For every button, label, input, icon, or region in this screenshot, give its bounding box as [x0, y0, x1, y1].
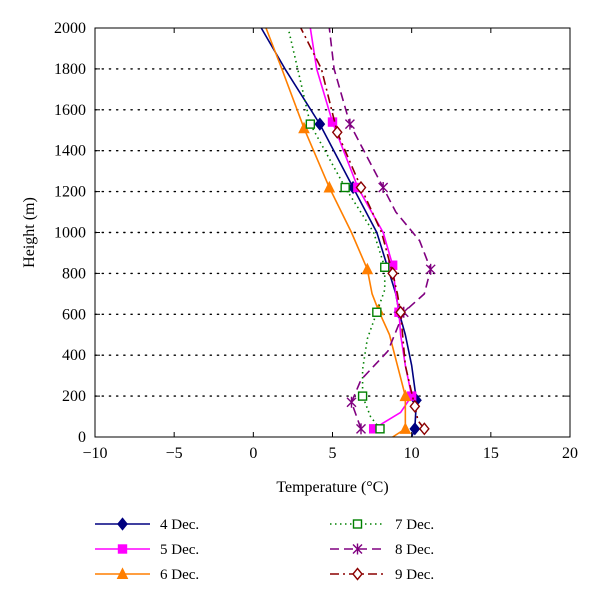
legend-item: 9 Dec. — [330, 567, 434, 583]
y-tick-label: 200 — [62, 388, 86, 405]
legend-item: 6 Dec. — [95, 567, 199, 583]
data-marker — [356, 423, 366, 435]
data-marker — [395, 305, 406, 319]
x-tick-label: 20 — [562, 445, 578, 462]
legend-item: 4 Dec. — [95, 517, 199, 533]
series-line — [260, 27, 418, 438]
data-marker — [314, 117, 326, 131]
legend-label: 9 Dec. — [395, 567, 434, 583]
x-axis-label: Temperature (°C) — [276, 479, 388, 496]
legend-label: 6 Dec. — [160, 567, 199, 583]
x-tick-label: 0 — [249, 445, 257, 462]
data-marker — [387, 266, 399, 281]
data-marker — [117, 517, 128, 531]
data-marker — [399, 422, 412, 434]
x-tick-label: 15 — [483, 445, 499, 462]
data-marker — [399, 389, 412, 402]
legend: 4 Dec. 5 Dec. 6 Dec. 7 Dec. 8 Dec. 9 Dec. — [95, 517, 434, 583]
data-marker — [327, 117, 338, 127]
y-tick-label: 1400 — [54, 143, 86, 160]
data-marker — [409, 422, 421, 436]
legend-label: 5 Dec. — [160, 542, 199, 558]
series-line — [309, 27, 413, 430]
x-tick-label: 5 — [329, 445, 337, 462]
data-marker — [409, 399, 421, 413]
series-8-dec — [328, 27, 436, 435]
data-marker — [357, 391, 368, 401]
x-tick-label: −10 — [82, 445, 107, 462]
y-axis-label: Height (m) — [21, 197, 38, 268]
data-marker — [352, 519, 363, 529]
x-tick-label: 10 — [404, 445, 420, 462]
data-marker — [116, 567, 129, 579]
data-marker — [380, 262, 390, 272]
data-marker — [323, 180, 336, 193]
series-7-dec — [287, 27, 390, 434]
x-tick-label: −5 — [166, 445, 183, 462]
data-marker — [352, 543, 363, 555]
axis-ticks: −10 −5 0 5 10 15 20020040060080010001200140016… — [54, 20, 578, 462]
legend-item: 5 Dec. — [95, 542, 199, 558]
series-9-dec — [300, 27, 430, 436]
y-tick-label: 0 — [78, 429, 86, 446]
y-tick-label: 400 — [62, 347, 86, 364]
y-tick-label: 1800 — [54, 61, 86, 78]
y-tick-label: 600 — [62, 306, 86, 323]
series-6-dec — [265, 27, 412, 438]
data-marker — [305, 119, 316, 129]
y-tick-label: 800 — [62, 265, 86, 282]
data-marker — [346, 396, 357, 408]
series-line — [287, 27, 386, 430]
legend-label: 8 Dec. — [395, 542, 434, 558]
data-marker — [331, 125, 343, 139]
data-marker — [425, 263, 436, 275]
data-marker — [418, 422, 430, 436]
series-line — [300, 27, 425, 430]
data-marker — [355, 180, 367, 195]
data-marker — [361, 262, 374, 275]
data-marker — [340, 182, 350, 193]
y-tick-label: 1600 — [54, 102, 86, 119]
legend-item: 8 Dec. — [330, 542, 434, 558]
data-marker — [352, 567, 363, 581]
legend-label: 4 Dec. — [160, 517, 199, 533]
legend-label: 7 Dec. — [395, 517, 434, 533]
y-tick-label: 2000 — [54, 20, 86, 37]
data-marker — [378, 182, 389, 194]
legend-item: 7 Dec. — [330, 517, 434, 533]
data-marker — [372, 307, 382, 317]
series-layer — [260, 27, 436, 438]
data-marker — [117, 544, 128, 554]
y-tick-label: 1000 — [54, 225, 86, 242]
data-marker — [344, 118, 355, 130]
data-marker — [375, 424, 385, 434]
y-tick-label: 1200 — [54, 184, 86, 201]
